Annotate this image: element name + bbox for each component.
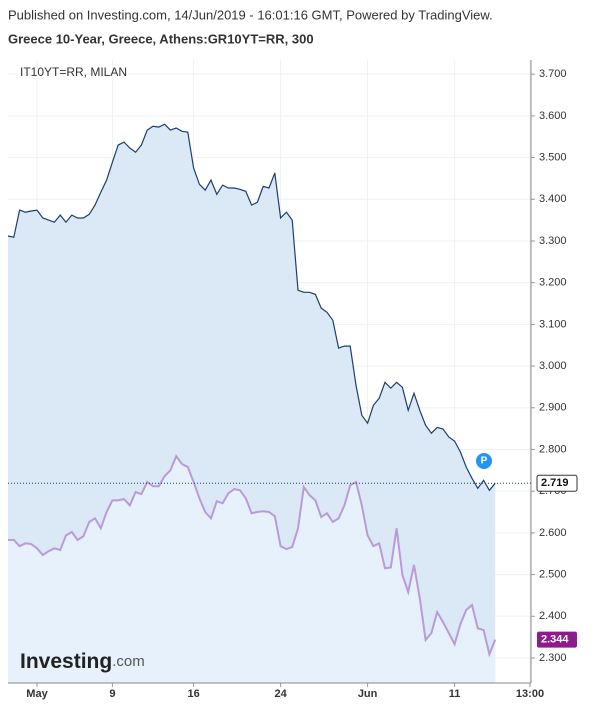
chart-title: Greece 10-Year, Greece, Athens:GR10YT=RR… bbox=[8, 31, 314, 46]
annotation-label: P bbox=[481, 456, 488, 467]
y-tick-label: 2.800 bbox=[539, 443, 567, 455]
logo-brand: Investing bbox=[20, 650, 112, 673]
last-value-label: 2.344 bbox=[541, 634, 569, 646]
y-tick-label: 2.900 bbox=[539, 402, 567, 414]
y-tick-label: 2.500 bbox=[539, 568, 567, 580]
line bbox=[8, 454, 497, 658]
x-tick-label: 11 bbox=[449, 688, 461, 700]
x-tick-label: 24 bbox=[274, 688, 287, 700]
last-value-label: 2.719 bbox=[541, 477, 569, 489]
logo-suffix: .com bbox=[112, 653, 145, 670]
x-tick-label: 13:00 bbox=[516, 688, 544, 700]
y-tick-label: 3.100 bbox=[539, 318, 567, 330]
logo: Investing.com bbox=[20, 650, 145, 673]
y-tick-label: 2.300 bbox=[539, 652, 567, 664]
y-tick-label: 3.000 bbox=[539, 360, 567, 372]
x-tick-label: 16 bbox=[187, 688, 199, 700]
published-note: Published on Investing.com, 14/Jun/2019 … bbox=[8, 7, 493, 22]
y-tick-label: 3.600 bbox=[539, 110, 567, 122]
y-tick-label: 3.700 bbox=[539, 68, 567, 80]
y-tick-label: 3.200 bbox=[539, 277, 567, 289]
last-value-box bbox=[537, 631, 577, 648]
x-tick-label: 9 bbox=[109, 688, 115, 700]
area-fill bbox=[8, 456, 496, 683]
x-tick-label: May bbox=[26, 688, 48, 700]
legend-label: IT10YT=RR, MILAN bbox=[20, 65, 127, 79]
annotation-marker bbox=[476, 453, 492, 469]
y-tick-label: 2.600 bbox=[539, 527, 567, 539]
line bbox=[7, 123, 496, 492]
x-tick-label: Jun bbox=[358, 688, 378, 700]
y-tick-label: 3.400 bbox=[539, 193, 567, 205]
y-tick-label: 3.300 bbox=[539, 235, 567, 247]
y-tick-label: 3.500 bbox=[539, 151, 567, 163]
y-tick-label: 2.400 bbox=[539, 610, 567, 622]
last-value-box bbox=[536, 474, 578, 492]
